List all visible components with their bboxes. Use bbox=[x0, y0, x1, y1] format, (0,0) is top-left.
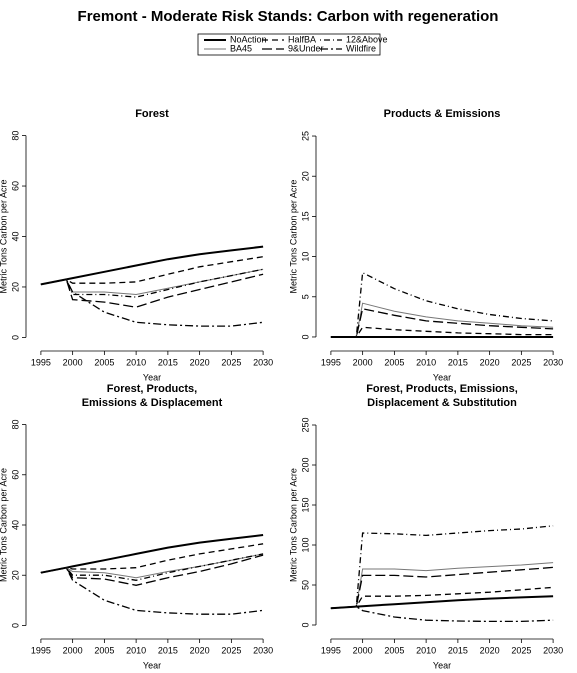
x-tick-label: 1995 bbox=[321, 645, 341, 655]
y-tick-label: 0 bbox=[10, 335, 20, 340]
x-tick-label: 2020 bbox=[480, 357, 500, 367]
x-tick-label: 2030 bbox=[253, 645, 273, 655]
y-tick-label: 100 bbox=[300, 537, 310, 552]
series-line bbox=[40, 278, 264, 327]
legend-label: BA45 bbox=[230, 43, 252, 53]
legend-label: 9&Under bbox=[288, 43, 324, 53]
x-tick-label: 2005 bbox=[384, 645, 404, 655]
x-tick-label: 2025 bbox=[511, 357, 531, 367]
x-tick-label: 2005 bbox=[384, 357, 404, 367]
x-axis-label: Year bbox=[143, 660, 161, 670]
y-tick-label: 10 bbox=[300, 252, 310, 262]
x-tick-label: 2005 bbox=[94, 357, 114, 367]
x-tick-label: 2030 bbox=[543, 357, 563, 367]
panel-title: Displacement & Substitution bbox=[367, 397, 517, 409]
x-tick-label: 2015 bbox=[448, 645, 468, 655]
y-tick-label: 20 bbox=[300, 171, 310, 181]
y-tick-label: 250 bbox=[300, 417, 310, 432]
y-tick-label: 5 bbox=[300, 294, 310, 299]
x-tick-label: 2010 bbox=[126, 357, 146, 367]
y-tick-label: 0 bbox=[10, 623, 20, 628]
series-line bbox=[330, 326, 554, 338]
x-tick-label: 2000 bbox=[353, 645, 373, 655]
y-axis-label: Metric Tons Carbon per Acre bbox=[0, 468, 8, 582]
x-tick-label: 2010 bbox=[416, 645, 436, 655]
series-line bbox=[40, 245, 264, 286]
x-tick-label: 2015 bbox=[448, 357, 468, 367]
y-tick-label: 20 bbox=[10, 282, 20, 292]
legend-label: HalfBA bbox=[288, 34, 316, 44]
y-tick-label: 40 bbox=[10, 231, 20, 241]
panel-title: Forest, Products, bbox=[107, 383, 197, 395]
series-line bbox=[330, 586, 554, 609]
series-line bbox=[330, 271, 554, 338]
x-tick-label: 1995 bbox=[31, 357, 51, 367]
y-tick-label: 0 bbox=[300, 622, 310, 627]
x-tick-label: 2030 bbox=[253, 357, 273, 367]
x-tick-label: 2025 bbox=[221, 645, 241, 655]
y-tick-label: 60 bbox=[10, 181, 20, 191]
y-tick-label: 15 bbox=[300, 211, 310, 221]
series-line bbox=[40, 566, 264, 615]
legend-label: Wildfire bbox=[346, 43, 376, 53]
x-tick-label: 2025 bbox=[221, 357, 241, 367]
figure-title: Fremont - Moderate Risk Stands: Carbon w… bbox=[78, 8, 499, 25]
y-tick-label: 200 bbox=[300, 457, 310, 472]
x-tick-label: 2000 bbox=[63, 645, 83, 655]
x-axis-label: Year bbox=[143, 372, 161, 382]
series-line bbox=[40, 553, 264, 581]
series-line bbox=[330, 605, 554, 623]
series-line bbox=[40, 273, 264, 308]
series-line bbox=[330, 525, 554, 609]
y-axis-label: Metric Tons Carbon per Acre bbox=[0, 180, 8, 294]
panel-title: Forest, Products, Emissions, bbox=[366, 383, 518, 395]
y-tick-label: 0 bbox=[300, 334, 310, 339]
x-tick-label: 2010 bbox=[416, 357, 436, 367]
y-tick-label: 60 bbox=[10, 470, 20, 480]
series-line bbox=[40, 256, 264, 286]
panel-title: Emissions & Displacement bbox=[82, 397, 223, 409]
series-line bbox=[330, 308, 554, 338]
series-line bbox=[40, 543, 264, 574]
panel-title: Products & Emissions bbox=[384, 108, 501, 120]
x-tick-label: 2020 bbox=[190, 645, 210, 655]
x-tick-label: 2020 bbox=[190, 357, 210, 367]
x-tick-label: 2010 bbox=[126, 645, 146, 655]
x-tick-label: 2015 bbox=[158, 645, 178, 655]
x-axis-label: Year bbox=[433, 660, 451, 670]
y-tick-label: 80 bbox=[10, 420, 20, 430]
x-tick-label: 2015 bbox=[158, 357, 178, 367]
legend-label: NoAction bbox=[230, 34, 267, 44]
legend-box bbox=[197, 33, 381, 56]
x-tick-label: 2030 bbox=[543, 645, 563, 655]
y-tick-label: 50 bbox=[300, 580, 310, 590]
y-tick-label: 25 bbox=[300, 131, 310, 141]
series-line bbox=[330, 566, 554, 609]
x-tick-label: 1995 bbox=[31, 645, 51, 655]
y-tick-label: 20 bbox=[10, 570, 20, 580]
x-tick-label: 2025 bbox=[511, 645, 531, 655]
x-tick-label: 2000 bbox=[353, 357, 373, 367]
series-line bbox=[40, 534, 264, 574]
y-tick-label: 40 bbox=[10, 520, 20, 530]
series-line bbox=[330, 595, 554, 610]
series-line bbox=[40, 554, 264, 586]
y-axis-label: Metric Tons Carbon per Acre bbox=[288, 180, 298, 294]
panel-title: Forest bbox=[135, 108, 169, 120]
series-line bbox=[40, 268, 264, 298]
x-tick-label: 1995 bbox=[321, 357, 341, 367]
legend-label: 12&Above bbox=[346, 34, 388, 44]
x-tick-label: 2005 bbox=[94, 645, 114, 655]
series-line bbox=[330, 562, 554, 609]
x-tick-label: 2020 bbox=[480, 645, 500, 655]
y-axis-label: Metric Tons Carbon per Acre bbox=[288, 468, 298, 582]
x-tick-label: 2000 bbox=[63, 357, 83, 367]
y-tick-label: 80 bbox=[10, 131, 20, 141]
y-tick-label: 150 bbox=[300, 497, 310, 512]
x-axis-label: Year bbox=[433, 372, 451, 382]
